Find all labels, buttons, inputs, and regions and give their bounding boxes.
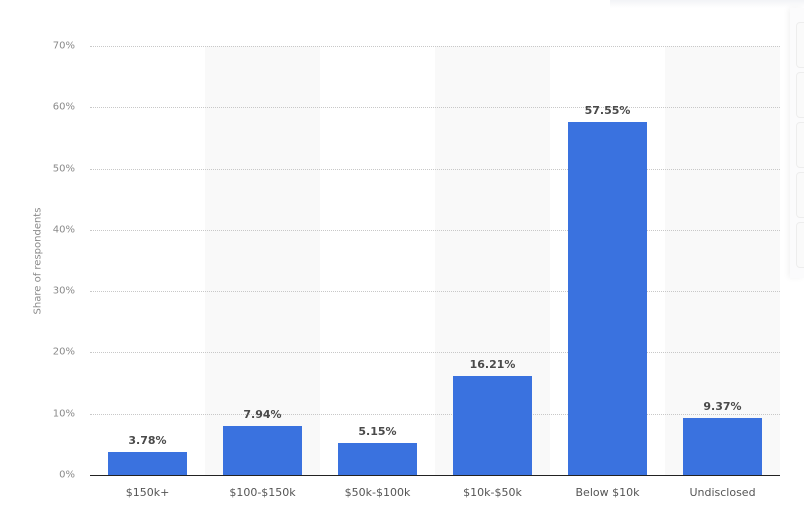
y-tick-label: 30% xyxy=(52,285,75,297)
x-axis-line xyxy=(90,475,780,476)
bar-value-label: 16.21% xyxy=(469,357,516,371)
y-tick-label: 0% xyxy=(59,469,75,481)
y-tick-label: 70% xyxy=(52,40,75,52)
side-toolbar-button[interactable] xyxy=(796,72,804,118)
y-tick-label: 50% xyxy=(52,163,75,175)
bar-value-label: 3.78% xyxy=(128,433,167,447)
y-tick-label: 20% xyxy=(52,346,75,358)
bar[interactable] xyxy=(453,375,532,475)
gridline xyxy=(90,107,780,109)
column-band xyxy=(205,46,320,475)
bar-value-label: 5.15% xyxy=(358,425,397,439)
bar-value-label: 57.55% xyxy=(584,104,631,118)
bar[interactable] xyxy=(683,417,762,475)
bar[interactable] xyxy=(108,451,187,475)
y-tick-label: 10% xyxy=(52,408,75,420)
gridline xyxy=(90,168,780,170)
x-tick-label: $50k-$100k xyxy=(344,486,411,499)
bar[interactable] xyxy=(338,443,417,475)
bar-value-label: 7.94% xyxy=(243,408,282,422)
column-band xyxy=(665,46,780,475)
gridline xyxy=(90,291,780,293)
gridline xyxy=(90,229,780,231)
side-toolbar xyxy=(790,8,804,278)
y-tick-label: 60% xyxy=(52,101,75,113)
gridline xyxy=(90,352,780,354)
plot-area: 3.78% 7.94% 5.15% 16.21% 57.55% 9.37% xyxy=(90,46,780,475)
side-toolbar-button[interactable] xyxy=(796,22,804,68)
bar[interactable] xyxy=(223,426,302,475)
x-tick-label: $100-$150k xyxy=(229,486,296,499)
side-toolbar-button[interactable] xyxy=(796,222,804,268)
top-shadow xyxy=(610,0,804,8)
x-tick-label: Below $10k xyxy=(575,486,640,499)
x-tick-label: $150k+ xyxy=(125,486,170,499)
gridline xyxy=(90,413,780,415)
side-toolbar-button[interactable] xyxy=(796,172,804,218)
bar-value-label: 9.37% xyxy=(703,399,742,413)
y-tick-label: 40% xyxy=(52,224,75,236)
bar[interactable] xyxy=(568,122,647,475)
x-tick-label: $10k-$50k xyxy=(463,486,522,499)
x-tick-label: Undisclosed xyxy=(689,486,756,499)
side-toolbar-button[interactable] xyxy=(796,122,804,168)
gridline xyxy=(90,46,780,47)
